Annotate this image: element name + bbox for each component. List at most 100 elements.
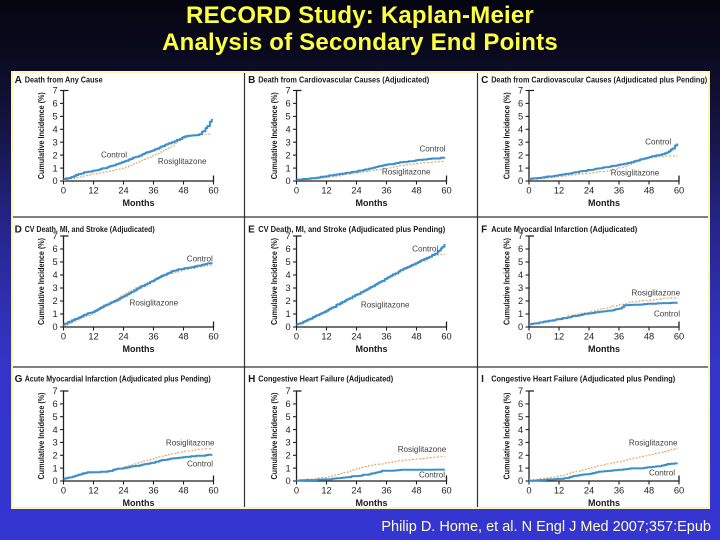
svg-text:24: 24 [118, 331, 128, 341]
svg-text:Control: Control [419, 145, 445, 154]
svg-text:D: D [15, 225, 22, 236]
svg-text:6: 6 [53, 244, 58, 254]
svg-text:60: 60 [208, 485, 218, 495]
svg-text:0: 0 [294, 331, 299, 341]
svg-text:60: 60 [208, 331, 218, 341]
svg-text:60: 60 [674, 331, 684, 341]
svg-text:12: 12 [88, 331, 98, 341]
svg-text:0: 0 [61, 185, 66, 195]
svg-text:36: 36 [614, 485, 624, 495]
svg-text:60: 60 [441, 185, 451, 195]
svg-text:0: 0 [61, 331, 66, 341]
svg-text:4: 4 [53, 270, 58, 280]
svg-text:0: 0 [53, 176, 58, 186]
svg-text:1: 1 [286, 463, 291, 473]
svg-text:4: 4 [286, 425, 291, 435]
svg-text:7: 7 [286, 86, 291, 96]
svg-text:7: 7 [53, 386, 58, 396]
svg-text:24: 24 [351, 185, 361, 195]
svg-text:I: I [481, 374, 484, 385]
svg-text:7: 7 [53, 231, 58, 241]
svg-text:Rosiglitazone: Rosiglitazone [158, 157, 207, 166]
svg-text:7: 7 [286, 386, 291, 396]
svg-text:1: 1 [286, 309, 291, 319]
svg-text:48: 48 [644, 185, 654, 195]
svg-text:Congestive Heart Failure (Adju: Congestive Heart Failure (Adjudicated pl… [491, 374, 675, 384]
svg-text:0: 0 [61, 485, 66, 495]
svg-text:Months: Months [588, 498, 620, 507]
svg-text:G: G [15, 374, 23, 385]
svg-text:36: 36 [381, 185, 391, 195]
svg-text:Congestive Heart Failure (Adju: Congestive Heart Failure (Adjudicated) [258, 374, 393, 384]
svg-text:7: 7 [286, 231, 291, 241]
svg-text:0: 0 [294, 485, 299, 495]
svg-text:3: 3 [518, 438, 523, 448]
svg-text:1: 1 [518, 463, 523, 473]
svg-text:Months: Months [123, 498, 155, 507]
svg-text:4: 4 [286, 270, 291, 280]
svg-text:48: 48 [178, 331, 188, 341]
svg-text:Control: Control [187, 460, 213, 469]
svg-text:24: 24 [584, 331, 594, 341]
svg-text:2: 2 [518, 296, 523, 306]
svg-text:0: 0 [53, 476, 58, 486]
svg-text:Months: Months [356, 198, 388, 208]
svg-text:1: 1 [53, 163, 58, 173]
svg-text:C: C [481, 75, 488, 86]
svg-text:Control: Control [187, 254, 213, 263]
svg-text:7: 7 [518, 86, 523, 96]
svg-text:2: 2 [53, 296, 58, 306]
svg-text:12: 12 [554, 185, 564, 195]
svg-text:Rosiglitazone: Rosiglitazone [632, 288, 681, 297]
svg-text:1: 1 [53, 463, 58, 473]
svg-text:60: 60 [208, 185, 218, 195]
svg-text:24: 24 [584, 485, 594, 495]
svg-text:24: 24 [351, 331, 361, 341]
svg-text:0: 0 [518, 176, 523, 186]
svg-text:2: 2 [518, 451, 523, 461]
svg-text:5: 5 [518, 412, 523, 422]
svg-text:1: 1 [518, 309, 523, 319]
svg-text:3: 3 [53, 283, 58, 293]
svg-text:Cumulative Incidence (%): Cumulative Incidence (%) [270, 238, 279, 325]
svg-text:36: 36 [148, 185, 158, 195]
svg-text:Cumulative Incidence (%): Cumulative Incidence (%) [37, 392, 46, 479]
svg-text:Control: Control [412, 244, 438, 253]
svg-text:6: 6 [53, 399, 58, 409]
svg-text:6: 6 [518, 99, 523, 109]
svg-text:Rosiglitazone: Rosiglitazone [130, 299, 179, 308]
svg-text:Rosiglitazone: Rosiglitazone [382, 168, 431, 177]
svg-text:5: 5 [286, 257, 291, 267]
svg-text:24: 24 [351, 485, 361, 495]
svg-text:5: 5 [286, 112, 291, 122]
svg-text:Control: Control [101, 151, 127, 160]
svg-text:Rosiglitazone: Rosiglitazone [629, 439, 678, 448]
svg-text:48: 48 [411, 185, 421, 195]
svg-text:Cumulative Incidence (%): Cumulative Incidence (%) [270, 92, 279, 179]
svg-text:4: 4 [53, 125, 58, 135]
svg-text:2: 2 [286, 150, 291, 160]
svg-text:3: 3 [518, 283, 523, 293]
svg-text:12: 12 [88, 485, 98, 495]
svg-text:36: 36 [148, 485, 158, 495]
svg-text:0: 0 [518, 322, 523, 332]
svg-text:5: 5 [518, 257, 523, 267]
svg-text:Death from Any Cause: Death from Any Cause [25, 75, 103, 85]
svg-text:60: 60 [441, 331, 451, 341]
svg-text:Control: Control [649, 468, 675, 477]
svg-text:36: 36 [381, 485, 391, 495]
svg-text:4: 4 [53, 425, 58, 435]
svg-text:0: 0 [518, 476, 523, 486]
svg-text:12: 12 [321, 331, 331, 341]
svg-text:Months: Months [356, 498, 388, 507]
svg-text:12: 12 [321, 185, 331, 195]
svg-text:3: 3 [286, 137, 291, 147]
svg-text:48: 48 [644, 331, 654, 341]
svg-text:12: 12 [554, 331, 564, 341]
svg-text:0: 0 [294, 185, 299, 195]
svg-text:Acute Myocardial Infarction (A: Acute Myocardial Infarction (Adjudicated… [25, 374, 211, 384]
svg-text:Cumulative Incidence (%): Cumulative Incidence (%) [503, 238, 512, 325]
svg-text:2: 2 [518, 150, 523, 160]
svg-text:Cumulative Incidence (%): Cumulative Incidence (%) [270, 392, 279, 479]
svg-text:0: 0 [526, 485, 531, 495]
